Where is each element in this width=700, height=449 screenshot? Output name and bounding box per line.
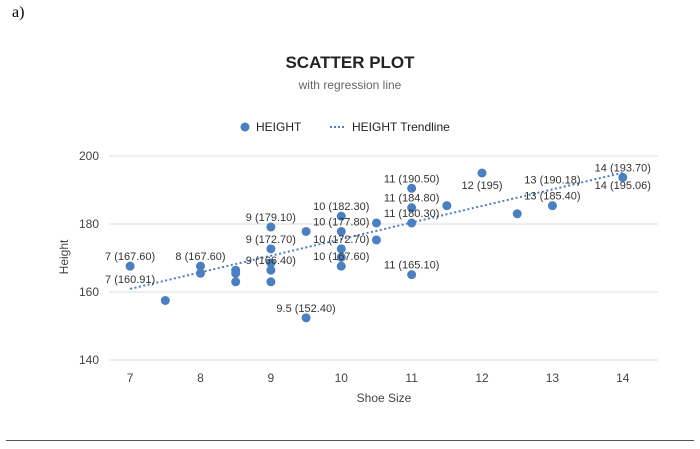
data-label: 10 (167.60) [313,251,369,263]
data-point [407,218,417,228]
data-label: 13 (190.18) [524,174,580,186]
data-point [371,235,381,245]
data-point [266,258,276,268]
chart-title: SCATTER PLOT [285,53,415,72]
data-label: 10 (177.80) [313,216,369,228]
data-labels: 7 (167.60) 7 (160.91) 8 (167.60) 9 (179.10)… [105,162,651,314]
data-point [336,252,346,262]
data-point [231,277,241,287]
y-axis-title: Height [57,239,71,274]
x-tick-label: 13 [546,371,560,385]
data-point [407,270,417,280]
data-point [547,201,557,211]
data-label: 7 (160.91) [105,274,155,286]
bottom-divider [6,440,694,441]
data-point [477,168,487,178]
data-label: 12 (195) [462,180,503,192]
data-label: 10 (182.30) [313,201,369,213]
data-point [336,261,346,271]
x-tick-label: 12 [475,371,489,385]
x-tick-label: 9 [268,371,275,385]
data-point [266,244,276,254]
data-label: 13 (185.40) [524,191,580,203]
trendline [129,171,624,290]
data-label: 11 (190.50) [384,173,439,185]
figure-part-label: a) [12,4,25,21]
data-point [301,313,311,323]
data-label: 9 (166.40) [246,255,296,267]
x-tick-label: 14 [616,371,630,385]
data-label: 14 (195.06) [595,180,651,192]
data-point [512,209,522,219]
chart-subtitle: with regression line [298,78,402,92]
data-point [196,268,205,278]
legend: HEIGHT HEIGHT Trendline [240,120,450,134]
data-label: 14 (193.70) [595,162,651,174]
y-tick-label: 180 [79,217,99,231]
data-point [125,261,135,271]
data-point [301,226,311,236]
data-point [336,226,346,236]
data-point [407,203,417,213]
x-tick-label: 10 [335,371,349,385]
data-label: 9 (172.70) [246,234,296,246]
data-point [407,183,417,193]
legend-label-trendline: HEIGHT Trendline [352,120,450,134]
data-label: 9.5 (152.40) [276,303,335,315]
x-tick-label: 8 [197,371,204,385]
data-point [336,244,346,254]
data-point [266,222,276,232]
data-label: 11 (180.30) [384,208,439,220]
data-label: 11 (184.80) [384,193,439,205]
trendline-layer [129,171,624,290]
data-points [125,168,628,323]
legend-marker-height [240,122,250,132]
data-point [196,261,205,271]
x-tick-label: 7 [127,371,134,385]
data-label: 9 (179.10) [246,212,296,224]
data-label: 8 (167.60) [175,251,225,263]
data-label: 10 (172.70) [313,234,369,246]
gridlines [109,155,658,361]
data-point [231,268,241,278]
x-tick-label: 11 [405,371,418,385]
data-point [336,211,346,221]
data-point [371,218,381,228]
x-axis-title: Shoe Size [357,391,412,405]
data-point [618,172,628,182]
data-point [266,277,276,287]
y-tick-label: 160 [79,285,99,299]
data-point [266,265,276,275]
axis-ticks: 140 160 180 200 7 8 9 10 11 12 13 14 [79,149,630,385]
data-label: 7 (167.60) [105,251,155,263]
data-point [442,201,452,211]
data-label: 11 (165.10) [384,260,439,272]
y-tick-label: 200 [79,149,99,163]
y-tick-label: 140 [79,353,99,367]
legend-label-height: HEIGHT [256,120,302,134]
data-point [160,296,170,305]
